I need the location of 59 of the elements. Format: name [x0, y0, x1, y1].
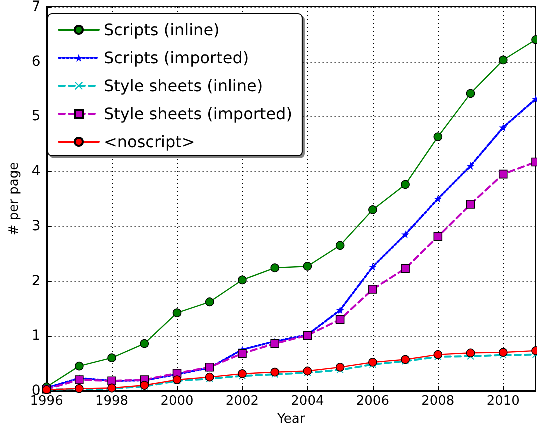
y-tick-label: 3 [32, 218, 41, 234]
point [498, 170, 508, 179]
point [368, 263, 377, 272]
point [368, 285, 378, 294]
y-tick-label: 2 [32, 273, 41, 290]
legend-label: Style sheets (inline) [104, 76, 264, 96]
point [498, 348, 508, 357]
y-axis-title: # per page [7, 162, 22, 236]
x-tick-label: 2004 [291, 394, 324, 409]
point [205, 372, 214, 382]
point [368, 358, 378, 367]
point [499, 124, 508, 132]
point [336, 315, 345, 324]
x-tick-label: 2000 [160, 394, 194, 409]
y-tick-label: 6 [32, 54, 41, 70]
point [336, 306, 344, 314]
legend-label: <noscript> [104, 132, 196, 152]
point [336, 363, 345, 372]
x-tick-label: 2008 [422, 394, 455, 409]
point [270, 368, 280, 377]
legend-label: Scripts (imported) [104, 48, 250, 68]
point [336, 241, 345, 250]
point [140, 339, 150, 348]
point [466, 162, 475, 170]
point [401, 180, 410, 190]
x-axis-title: Year [276, 412, 306, 427]
legend-label: Scripts (inline) [104, 20, 220, 40]
point [402, 230, 410, 239]
point [401, 355, 410, 364]
point [238, 276, 247, 285]
point [434, 132, 443, 142]
point [368, 206, 378, 214]
x-tick-label: 2006 [356, 394, 390, 409]
point [270, 264, 280, 273]
point [75, 362, 84, 371]
x-tick-label: 2010 [486, 394, 520, 409]
point [303, 262, 312, 271]
y-tick-label: 1 [32, 328, 41, 344]
point [434, 350, 443, 360]
x-tick-label: 1998 [95, 394, 129, 409]
point [466, 89, 476, 98]
point [172, 308, 182, 318]
point [303, 366, 312, 376]
y-tick-label: 5 [32, 108, 41, 125]
point [466, 200, 476, 209]
point [270, 339, 280, 348]
point [205, 298, 214, 307]
point [434, 232, 443, 242]
point [401, 264, 410, 274]
point [434, 195, 442, 203]
x-tick-label: 2002 [226, 394, 260, 409]
point [498, 56, 508, 65]
y-tick-label: 7 [32, 0, 41, 15]
y-tick-label: 4 [32, 164, 41, 180]
point [466, 348, 476, 358]
legend-label: Style sheets (imported) [104, 104, 292, 124]
point [238, 370, 247, 378]
point [238, 349, 247, 358]
point [108, 354, 116, 362]
